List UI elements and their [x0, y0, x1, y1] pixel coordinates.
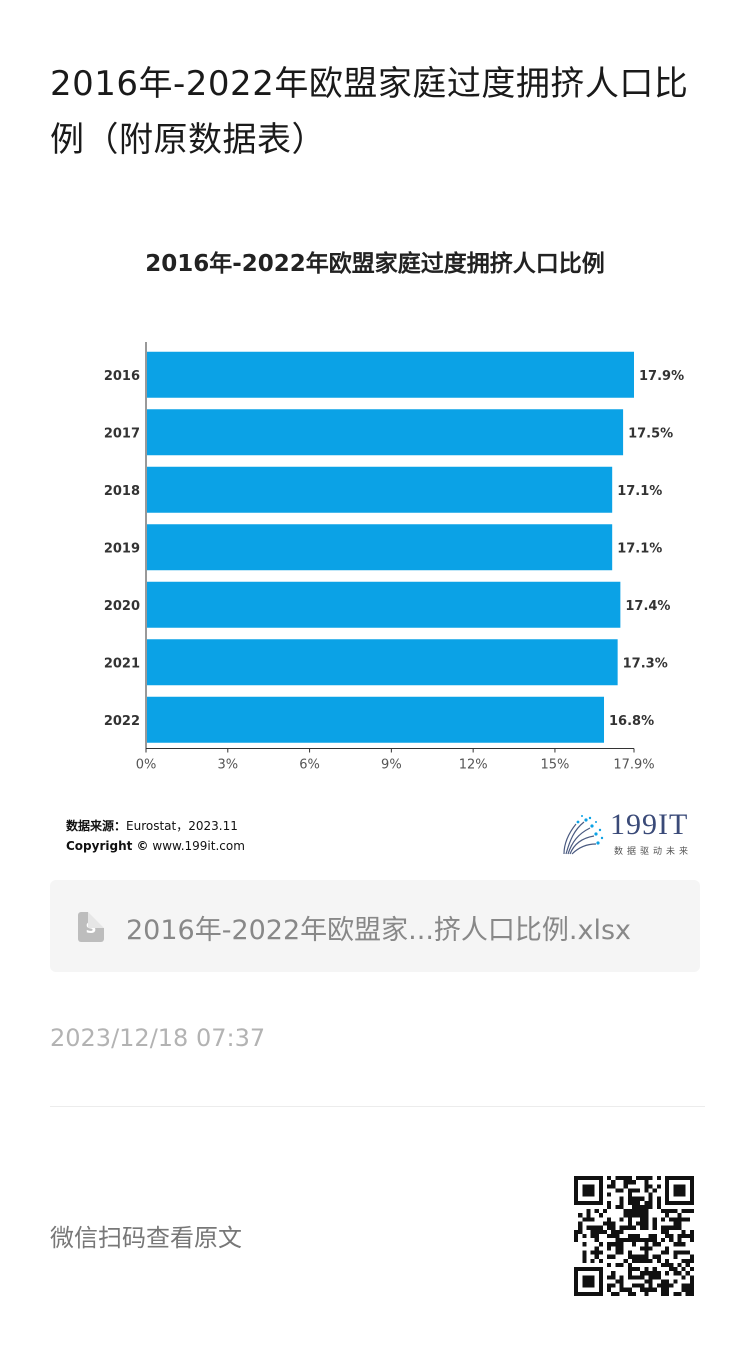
- spreadsheet-file-icon: S: [78, 912, 104, 942]
- x-tick-label-2: 6%: [299, 758, 320, 773]
- x-tick-label-0: 0%: [136, 758, 157, 773]
- qr-finder-2: [574, 1267, 603, 1296]
- data-label-2022: 16.8%: [609, 714, 654, 729]
- brand-logo: 199IT 数据驱动未来: [560, 808, 700, 858]
- y-tick-label-2021: 2021: [104, 656, 140, 671]
- bar-2016: [147, 351, 634, 398]
- publish-timestamp: 2023/12/18 07:37: [50, 1024, 266, 1052]
- copyright-value: www.199it.com: [152, 839, 245, 853]
- source-block: 数据来源：Eurostat，2023.11 Copyright © www.19…: [66, 816, 245, 856]
- y-tick-label-2017: 2017: [104, 426, 140, 441]
- attachment-card[interactable]: S 2016年-2022年欧盟家...挤人口比例.xlsx: [50, 880, 700, 972]
- bar-2020: [147, 581, 621, 628]
- attachment-filename[interactable]: 2016年-2022年欧盟家...挤人口比例.xlsx: [126, 915, 632, 946]
- y-tick-label-2019: 2019: [104, 541, 140, 556]
- x-tick-label-1: 3%: [217, 758, 238, 773]
- x-tick-label-3: 9%: [381, 758, 402, 773]
- article-title: 2016年-2022年欧盟家庭过度拥挤人口比例（附原数据表）: [50, 64, 689, 160]
- bar-2022: [147, 696, 605, 743]
- y-tick-label-2020: 2020: [104, 599, 140, 614]
- qr-code-icon[interactable]: [574, 1176, 694, 1296]
- data-label-2021: 17.3%: [623, 656, 668, 671]
- bar-2017: [147, 409, 624, 456]
- x-tick-label-6: 17.9%: [613, 758, 654, 773]
- bar-2018: [147, 466, 613, 513]
- data-label-2019: 17.1%: [617, 541, 662, 556]
- chart-image: 2016年-2022年欧盟家庭过度拥挤人口比例 2016 17.9% 2017 17.…: [50, 226, 700, 866]
- dandelion-logo-icon: [563, 815, 604, 855]
- chart-title: 2016年-2022年欧盟家庭过度拥挤人口比例: [145, 251, 605, 277]
- data-label-2017: 17.5%: [628, 426, 673, 441]
- x-tick-label-5: 15%: [540, 758, 569, 773]
- copyright-label: Copyright ©: [66, 839, 149, 853]
- divider: [50, 1106, 705, 1107]
- y-tick-label-2016: 2016: [104, 369, 140, 384]
- bar-2021: [147, 639, 618, 686]
- source-value: Eurostat，2023.11: [126, 819, 238, 833]
- qr-finder-1: [665, 1176, 694, 1205]
- bar-2019: [147, 524, 613, 571]
- source-label: 数据来源：: [66, 819, 127, 833]
- qr-modules: [574, 1176, 694, 1296]
- y-tick-label-2018: 2018: [104, 484, 140, 499]
- brand-slogan: 数据驱动未来: [614, 847, 693, 857]
- x-tick-label-4: 12%: [459, 758, 488, 773]
- data-label-2018: 17.1%: [617, 484, 662, 499]
- brand-name: 199IT: [610, 808, 689, 841]
- data-label-2016: 17.9%: [639, 369, 684, 384]
- qr-prompt: 微信扫码查看原文: [50, 1224, 242, 1252]
- file-icon-letter: S: [85, 919, 97, 937]
- data-label-2020: 17.4%: [625, 599, 670, 614]
- y-tick-label-2022: 2022: [104, 714, 140, 729]
- qr-finder-0: [574, 1176, 603, 1205]
- bar-chart: 2016 17.9% 2017 17.5% 2018 17.1% 2019 17.1% 2020…: [104, 342, 684, 773]
